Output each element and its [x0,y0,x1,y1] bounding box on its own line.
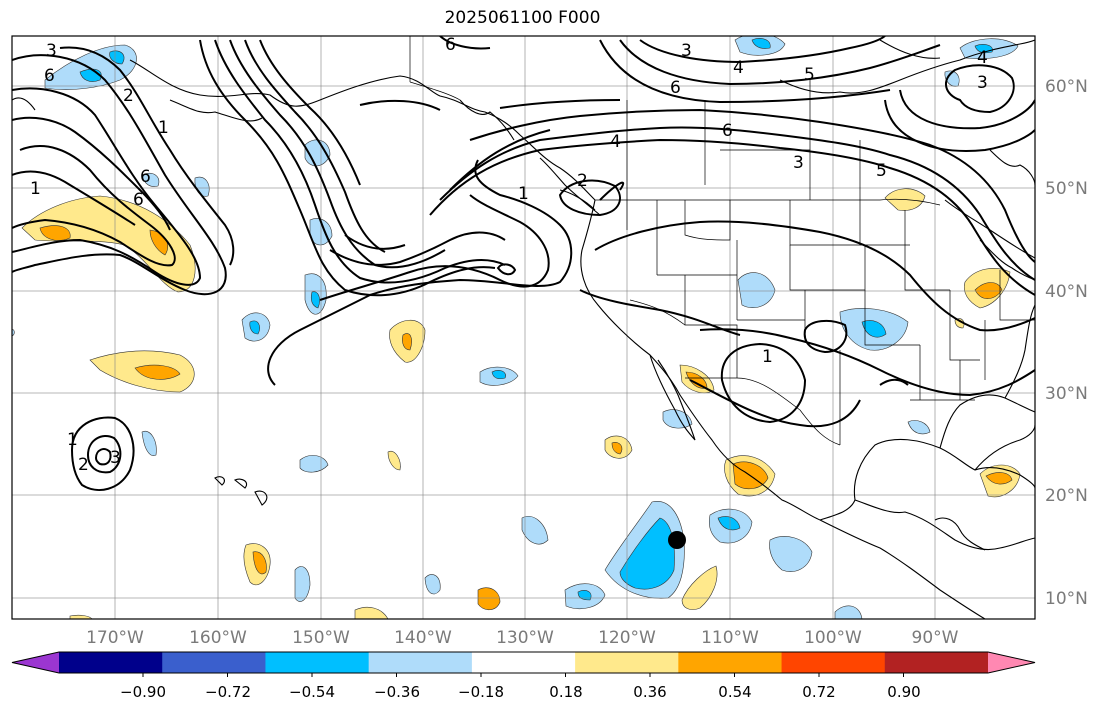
contour-label: 6 [44,66,55,86]
contour-label: 3 [110,448,121,468]
lat-label: 50°N [1045,179,1088,199]
colorbar-segment [678,652,783,673]
contour-label: 4 [733,58,744,78]
contour-label: 1 [518,184,529,204]
contour-label: 1 [30,179,41,199]
contour-label: 3 [793,153,804,173]
storm-position-marker [668,531,686,549]
colorbar-segment [471,652,576,673]
contour-label: 5 [804,65,815,85]
lat-label: 20°N [1045,486,1088,506]
contour-label: 2 [123,86,134,106]
colorbar-tick-label: 0.18 [549,683,582,701]
contour-label: 3 [46,41,57,61]
colorbar-tick-label: −0.72 [205,683,251,701]
lon-label: 130°W [496,628,554,648]
colorbar-tick-label: 0.72 [802,683,835,701]
colorbar-segment [368,652,473,673]
longitude-labels: 170°W 160°W 150°W 140°W 130°W 120°W 110°… [86,628,959,648]
lon-label: 100°W [804,628,862,648]
political-borders [409,36,1035,446]
lat-label: 40°N [1045,282,1088,302]
colorbar-tick-label: 0.54 [718,683,751,701]
contour-label: 1 [158,118,169,138]
colorbar-segment [575,652,679,673]
colorbar-tick-label: −0.54 [289,683,335,701]
lat-label: 60°N [1045,77,1088,97]
colorbar-segment [59,652,163,673]
lon-label: 90°W [912,628,959,648]
lon-label: 140°W [394,628,452,648]
map-frame [11,35,1036,620]
contour-lines [12,36,1035,491]
map-title: 2025061100 F000 [444,8,601,28]
contour-label: 1 [762,347,773,367]
lat-label: 10°N [1045,589,1088,609]
contour-label: 3 [977,73,988,93]
contour-label: 2 [577,171,588,191]
contour-label: 1 [67,430,78,450]
lon-label: 110°W [701,628,759,648]
contour-label: 6 [670,78,681,98]
contour-label: 4 [610,132,621,152]
colorbar-tick-label: 0.36 [633,683,666,701]
lon-label: 150°W [292,628,350,648]
colorbar-tick-labels: −0.90 −0.72 −0.54 −0.36 −0.18 0.18 0.36 … [120,683,921,701]
contour-label: 3 [681,41,692,61]
contour-label-group: 3 6 2 1 6 6 6 4 5 3 6 4 3 4 1 2 6 3 5 1 … [30,35,988,475]
positive-anomaly-shading [21,188,1021,619]
colorbar-extend-min [12,652,59,673]
colorbar-segment [781,652,886,673]
contour-label: 2 [78,455,89,475]
colorbar-segment [884,652,989,673]
contour-label: 6 [445,35,456,55]
negative-anomaly-shading [12,36,1019,619]
contour-label: 6 [140,167,151,187]
colorbar-tick-label: −0.18 [458,683,504,701]
lat-label: 30°N [1045,384,1088,404]
colorbar-segment [265,652,370,673]
colorbar-tick-label: −0.36 [374,683,420,701]
lon-label: 170°W [86,628,144,648]
lat-lon-grid [12,36,1035,619]
colorbar [11,651,1036,677]
contour-label: 5 [876,161,887,181]
colorbar-tick-label: −0.90 [120,683,166,701]
colorbar-extend-max [988,652,1035,673]
lon-label: 160°W [189,628,247,648]
colorbar-tick-label: 0.90 [887,683,920,701]
latitude-labels: 60°N 50°N 40°N 30°N 20°N 10°N [1045,77,1088,609]
contour-label: 6 [133,190,144,210]
lon-label: 120°W [598,628,656,648]
colorbar-outline [11,651,1036,674]
contour-label: 4 [977,48,988,68]
colorbar-segment [162,652,266,673]
contour-label: 6 [722,121,733,141]
